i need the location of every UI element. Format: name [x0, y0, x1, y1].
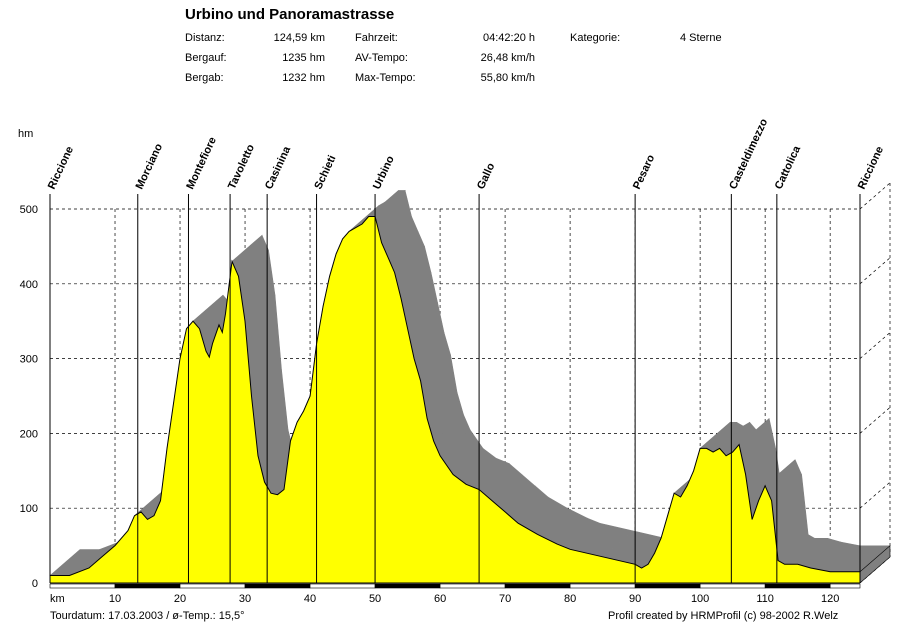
km-scale-segment [569, 583, 636, 589]
waypoint-label: Urbino [371, 154, 397, 191]
grid-line-diag [859, 481, 891, 509]
km-scale-segment [49, 583, 116, 589]
y-tick-label: 400 [20, 279, 38, 291]
elevation-area [50, 216, 860, 583]
x-tick-label: 100 [691, 593, 709, 605]
waypoint-label: Casinina [263, 144, 294, 191]
fahrzeit-label: Fahrzeit: [355, 32, 398, 44]
km-scale-segment [829, 583, 861, 589]
waypoint-label: Casteldimezzo [727, 117, 770, 192]
x-tick-label: 40 [304, 593, 316, 605]
km-scale-segment [374, 583, 441, 589]
y-tick-label: 200 [20, 428, 38, 440]
y-tick-label: 500 [20, 204, 38, 216]
x-tick-label: 80 [564, 593, 576, 605]
bergab-value: 1232 hm [282, 72, 325, 84]
x-tick-label: 50 [369, 593, 381, 605]
km-scale-segment [309, 583, 376, 589]
x-tick-label: 120 [821, 593, 839, 605]
avtempo-value: 26,48 km/h [480, 52, 535, 64]
km-scale-segment [764, 583, 831, 589]
distanz-label: Distanz: [185, 32, 225, 44]
bergab-label: Bergab: [185, 72, 224, 84]
waypoint-label: Schieti [312, 153, 338, 191]
kategorie-label: Kategorie: [570, 32, 621, 44]
grid-line-diag [859, 407, 891, 434]
grid-line-diag [859, 182, 891, 210]
bergauf-label: Bergauf: [185, 52, 227, 64]
waypoint-label: Gallo [475, 161, 498, 191]
waypoint-label: Riccione [46, 145, 76, 192]
grid-line-diag [859, 257, 891, 285]
km-scale-segment [634, 583, 701, 589]
x-tick-label: 10 [109, 593, 121, 605]
credit-text: Profil created by HRMProfil (c) 98-2002 … [608, 610, 839, 622]
maxtempo-value: 55,80 km/h [480, 72, 535, 84]
x-tick-label: 70 [499, 593, 511, 605]
x-tick-label: 20 [174, 593, 186, 605]
y-tick-label: 100 [20, 503, 38, 515]
x-tick-label: 60 [434, 593, 446, 605]
km-scale-segment [179, 583, 246, 589]
km-scale-segment [114, 583, 181, 589]
waypoint-label: Cattolica [773, 143, 804, 191]
avtempo-label: AV-Tempo: [355, 52, 408, 64]
km-scale-segment [504, 583, 571, 589]
y-tick-label: 0 [32, 578, 38, 590]
kategorie-value: 4 Sterne [680, 32, 722, 44]
y-tick-label: 300 [20, 354, 38, 366]
tour-date: Tourdatum: 17.03.2003 / ø-Temp.: 15,5° [50, 610, 245, 622]
maxtempo-label: Max-Tempo: [355, 72, 416, 84]
waypoint-label: Montefiore [184, 135, 219, 191]
km-scale-segment [699, 583, 766, 589]
km-scale-segment [244, 583, 311, 589]
x-tick-label: 110 [756, 593, 774, 605]
fahrzeit-value: 04:42:20 h [483, 32, 535, 44]
x-axis-label: km [50, 593, 65, 605]
waypoint-label: Tavoletto [226, 142, 257, 191]
waypoint-label: Morciano [134, 142, 166, 192]
elevation-line [50, 216, 860, 576]
waypoint-label: Riccione [856, 145, 886, 192]
y-axis-label: hm [18, 128, 33, 140]
distanz-value: 124,59 km [273, 32, 325, 44]
grid-line-diag [859, 332, 891, 359]
x-tick-label: 90 [629, 593, 641, 605]
km-scale-segment [439, 583, 506, 589]
waypoint-label: Pesaro [631, 153, 658, 192]
x-tick-label: 30 [239, 593, 251, 605]
bergauf-value: 1235 hm [282, 52, 325, 64]
chart-title: Urbino und Panoramastrasse [185, 6, 395, 23]
